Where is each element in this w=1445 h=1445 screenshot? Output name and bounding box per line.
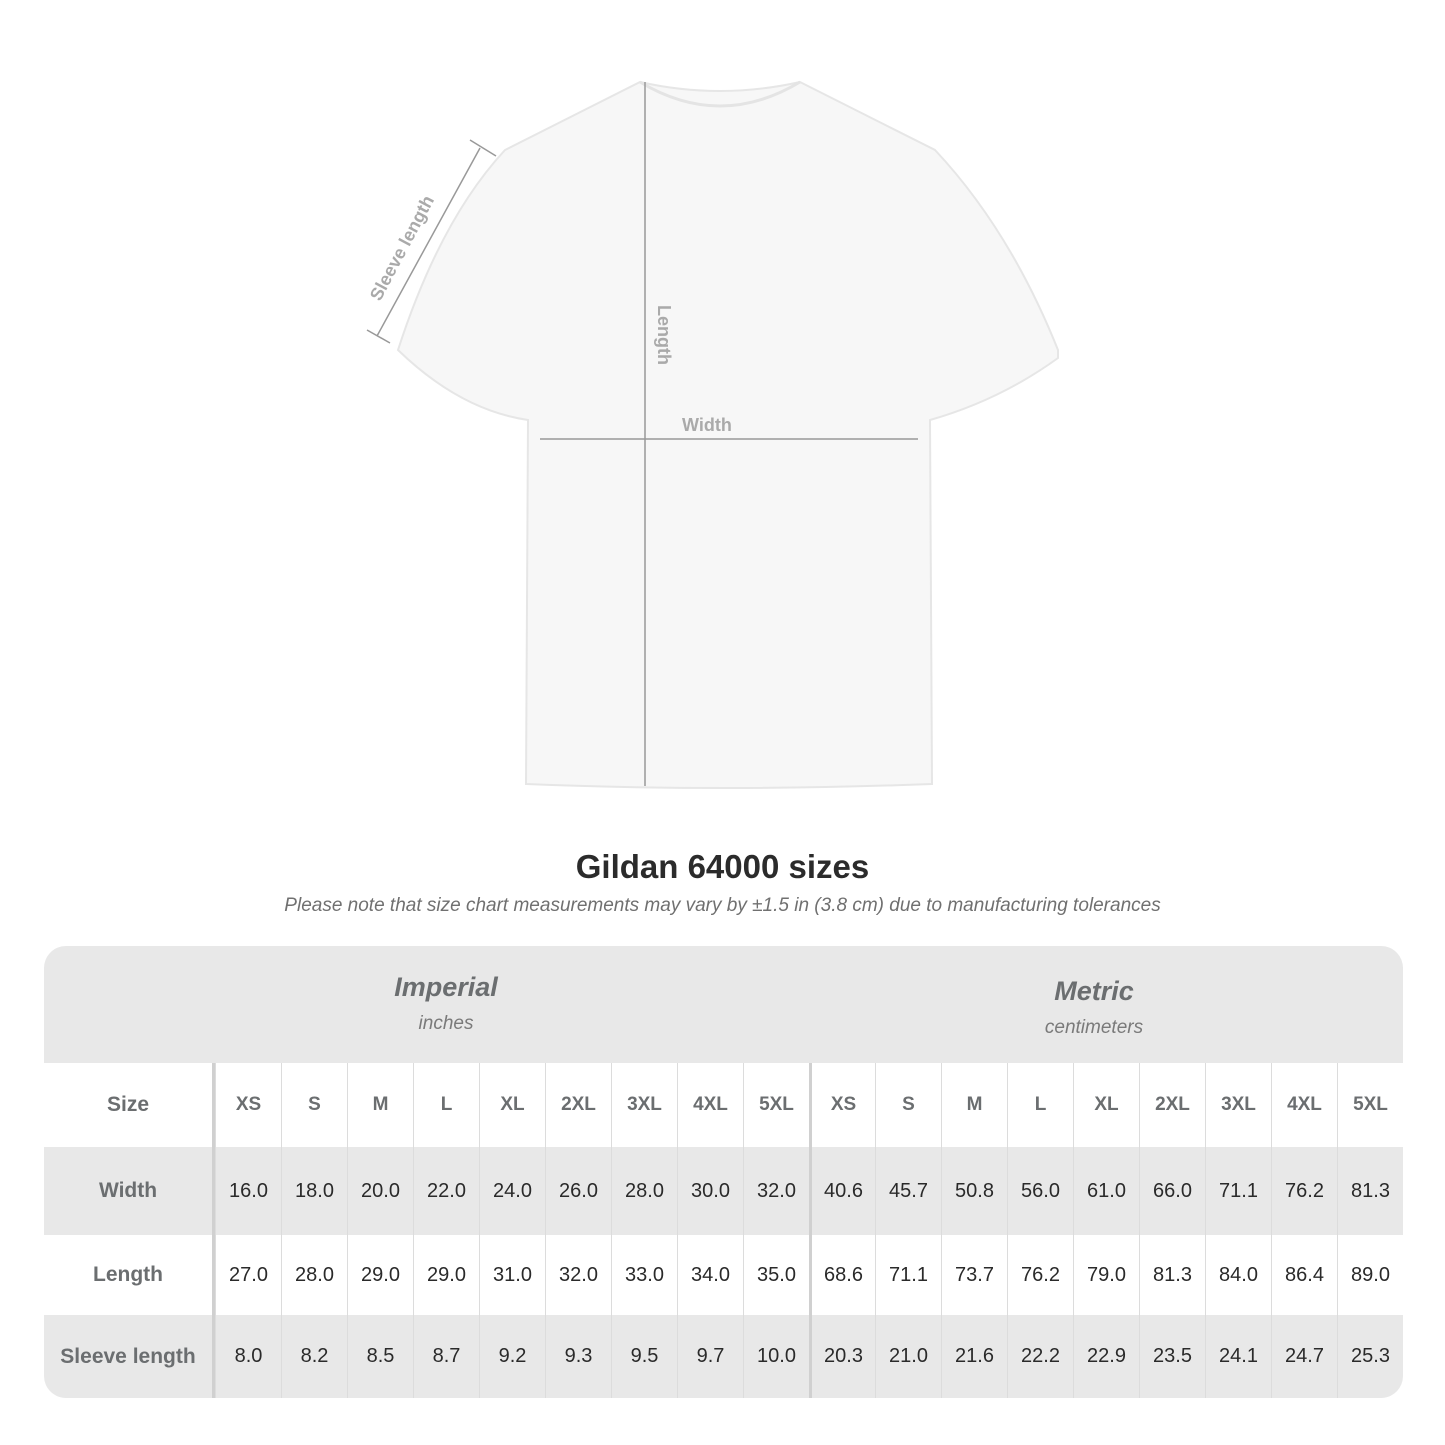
table-cell: 20.3 (809, 1315, 875, 1398)
page-title: Gildan 64000 sizes (575, 848, 870, 885)
table-cell: 61.0 (1073, 1147, 1139, 1235)
sleeve-arrow (376, 147, 481, 337)
table-cell: 24.0 (479, 1147, 545, 1235)
table-row-width: Width 16.0 18.0 20.0 22.0 24.0 26.0 28.0 30.0 32.… (44, 1147, 1403, 1235)
table-cell: 66.0 (1139, 1147, 1205, 1235)
table-cell: 33.0 (611, 1235, 677, 1315)
table-cell: 22.9 (1073, 1315, 1139, 1398)
size-header-cell: XS (809, 1063, 875, 1147)
size-header-cell: 3XL (611, 1063, 677, 1147)
table-cell: 84.0 (1205, 1235, 1271, 1315)
table-cell: 71.1 (1205, 1147, 1271, 1235)
table-cell: 22.2 (1007, 1315, 1073, 1398)
size-header-cell: L (1007, 1063, 1073, 1147)
size-header-cell: L (413, 1063, 479, 1147)
table-cell: 79.0 (1073, 1235, 1139, 1315)
table-cell: 25.3 (1337, 1315, 1403, 1398)
table-cell: 73.7 (941, 1235, 1007, 1315)
size-header-cell: M (941, 1063, 1007, 1147)
table-cell: 9.3 (545, 1315, 611, 1398)
table-cell: 8.0 (215, 1315, 281, 1398)
imperial-header: Imperial inches (394, 972, 498, 1034)
table-cell: 28.0 (281, 1235, 347, 1315)
table-cell: 23.5 (1139, 1315, 1205, 1398)
table-cell: 24.7 (1271, 1315, 1337, 1398)
table-cell: 86.4 (1271, 1235, 1337, 1315)
table-cell: 32.0 (545, 1235, 611, 1315)
size-header-cell: S (875, 1063, 941, 1147)
table-cell: 35.0 (743, 1235, 809, 1315)
size-header-cell: XL (479, 1063, 545, 1147)
table-cell: 24.1 (1205, 1315, 1271, 1398)
tolerance-note: Please note that size chart measurements… (284, 895, 1161, 916)
table-cell: 29.0 (413, 1235, 479, 1315)
table-cell: 21.6 (941, 1315, 1007, 1398)
size-table: Imperial inches Metric centimeters Size … (44, 946, 1403, 1398)
table-cell: 45.7 (875, 1147, 941, 1235)
table-cell: 56.0 (1007, 1147, 1073, 1235)
size-header-cell: S (281, 1063, 347, 1147)
size-header-cell: 2XL (1139, 1063, 1205, 1147)
table-cell: 29.0 (347, 1235, 413, 1315)
row-label: Sleeve length (44, 1315, 215, 1398)
table-cell: 34.0 (677, 1235, 743, 1315)
length-label: Length (654, 305, 674, 365)
table-cell: 89.0 (1337, 1235, 1403, 1315)
table-cell: 81.3 (1139, 1235, 1205, 1315)
tshirt-collar (639, 80, 801, 108)
table-cell: 9.2 (479, 1315, 545, 1398)
table-cell: 8.5 (347, 1315, 413, 1398)
table-cell: 9.7 (677, 1315, 743, 1398)
tshirt-shape (396, 80, 1059, 789)
table-cell: 28.0 (611, 1147, 677, 1235)
size-header-cell: XS (215, 1063, 281, 1147)
table-row-sleeve: Sleeve length 8.0 8.2 8.5 8.7 9.2 9.3 9.5 9.7 10.… (44, 1315, 1403, 1398)
size-header-cell: 2XL (545, 1063, 611, 1147)
table-cell: 40.6 (809, 1147, 875, 1235)
table-cell: 68.6 (809, 1235, 875, 1315)
size-header-cell: 4XL (677, 1063, 743, 1147)
size-header-cell: 5XL (743, 1063, 809, 1147)
table-cell: 16.0 (215, 1147, 281, 1235)
size-row: Size XS S M L XL 2XL 3XL 4XL 5XL XS S M L XL 2XL 3XL 4XL… (44, 1063, 1403, 1147)
size-header-cell: M (347, 1063, 413, 1147)
table-cell: 50.8 (941, 1147, 1007, 1235)
table-row-length: Length 27.0 28.0 29.0 29.0 31.0 32.0 33.0 34.0 35… (44, 1235, 1403, 1315)
size-header-cell: 5XL (1337, 1063, 1403, 1147)
row-label: Width (44, 1147, 215, 1235)
table-cell: 22.0 (413, 1147, 479, 1235)
table-cell: 31.0 (479, 1235, 545, 1315)
table-cell: 8.2 (281, 1315, 347, 1398)
table-cell: 76.2 (1007, 1235, 1073, 1315)
table-cell: 71.1 (875, 1235, 941, 1315)
size-header-cell: XL (1073, 1063, 1139, 1147)
table-cell: 21.0 (875, 1315, 941, 1398)
table-cell: 81.3 (1337, 1147, 1403, 1235)
table-cell: 8.7 (413, 1315, 479, 1398)
table-cell: 76.2 (1271, 1147, 1337, 1235)
row-label: Length (44, 1235, 215, 1315)
table-cell: 30.0 (677, 1147, 743, 1235)
table-cell: 20.0 (347, 1147, 413, 1235)
table-cell: 10.0 (743, 1315, 809, 1398)
table-cell: 32.0 (743, 1147, 809, 1235)
size-header-cell: 3XL (1205, 1063, 1271, 1147)
table-cell: 27.0 (215, 1235, 281, 1315)
size-header-cell: 4XL (1271, 1063, 1337, 1147)
table-cell: 9.5 (611, 1315, 677, 1398)
width-label: Width (682, 415, 732, 435)
tshirt-diagram: Sleeve length Length Width (366, 80, 1059, 789)
table-cell: 18.0 (281, 1147, 347, 1235)
metric-header: Metric centimeters (1044, 976, 1144, 1038)
table-cell: 26.0 (545, 1147, 611, 1235)
